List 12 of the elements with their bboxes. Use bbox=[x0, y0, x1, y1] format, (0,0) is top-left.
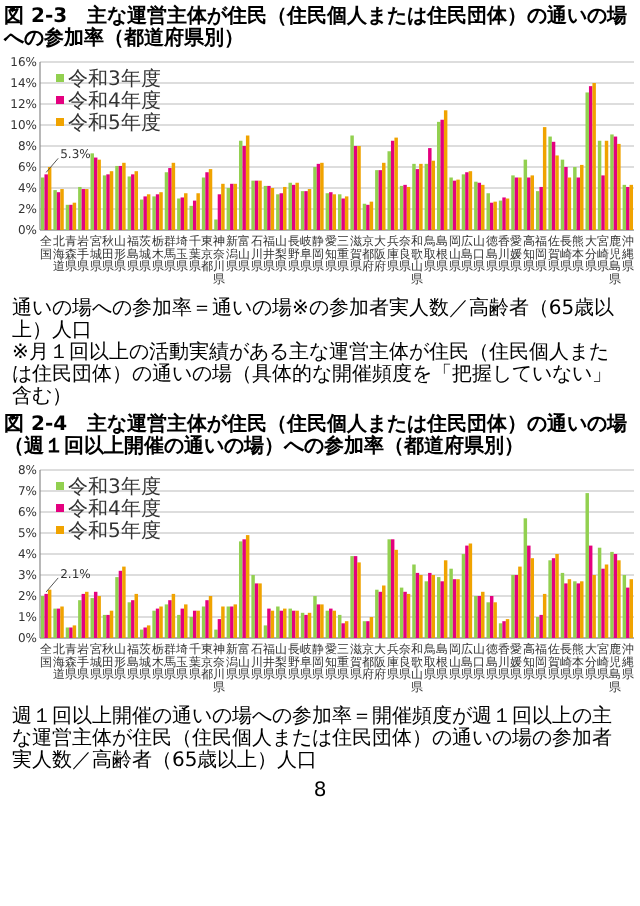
legend-label: 令和5年度 bbox=[68, 519, 161, 543]
legend-label: 令和4年度 bbox=[68, 497, 161, 521]
legend-label: 令和5年度 bbox=[68, 111, 161, 135]
text: ※月１回以上の活動実績がある主な運営主体が住民（住民個人または住民団体）の通いの場（具体的な開催頻度を「把握していない」含む） bbox=[12, 342, 614, 408]
chart-title: 図 2-4 主な運営主体が住民（住民個人または住民団体）の通いの場（週１回以上開催の通いの場）への参加率（都道府県別） bbox=[4, 414, 630, 458]
legend-label: 令和4年度 bbox=[68, 89, 161, 113]
legend-label: 令和3年度 bbox=[68, 67, 161, 91]
legend-label: 令和3年度 bbox=[68, 475, 161, 499]
chart-title: 図 2-3 主な運営主体が住民（住民個人または住民団体）の通いの場への参加率（都道府県別） bbox=[4, 6, 630, 50]
text: 通いの場への参加率＝通いの場※の参加者実人数／高齢者（65歳以上）人口 bbox=[12, 298, 617, 342]
text: 週１回以上開催の通いの場への参加率＝開催頻度が週１回以上の主な運営主体が住民（住民個人または住民団体）の通いの場の参加者実人数／高齢者（65歳以上）人口 bbox=[12, 706, 614, 772]
text: 8 bbox=[311, 780, 329, 802]
